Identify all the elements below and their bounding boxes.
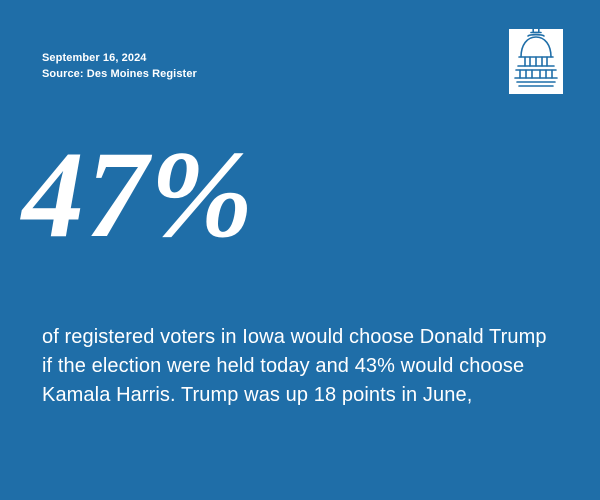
meta-info: September 16, 2024 Source: Des Moines Re…: [42, 50, 197, 82]
body-copy: of registered voters in Iowa would choos…: [42, 326, 547, 406]
headline-percentage: 47%: [22, 126, 256, 263]
publication-date: September 16, 2024: [42, 52, 147, 64]
source-line: Source: Des Moines Register: [42, 68, 197, 80]
capitol-dome-icon: [509, 18, 563, 94]
